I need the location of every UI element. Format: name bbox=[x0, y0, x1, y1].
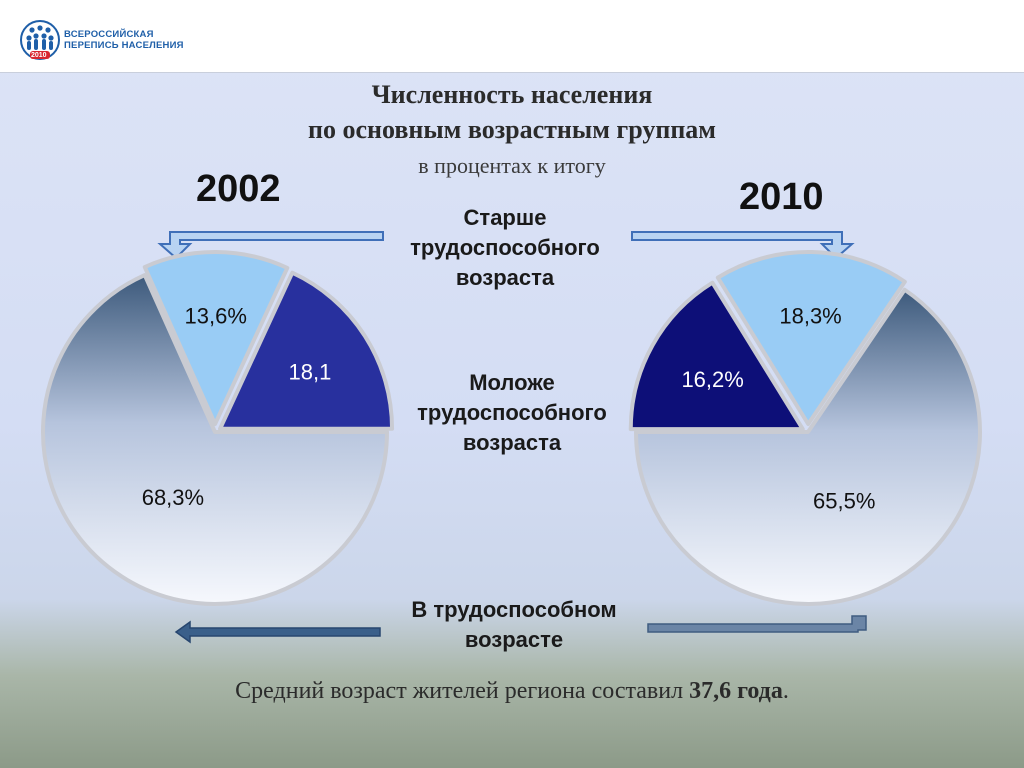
pie-slice bbox=[628, 280, 805, 432]
chart-subtitle: в процентах к итогу bbox=[418, 153, 606, 178]
logo-year: 2010 bbox=[31, 52, 47, 59]
footer-main: Средний возраст жителей региона составил bbox=[235, 678, 690, 704]
logo-line2: ПЕРЕПИСЬ НАСЕЛЕНИЯ bbox=[64, 40, 184, 51]
pie-slice bbox=[41, 273, 389, 606]
category-working-label: В трудоспособном возрасте bbox=[380, 595, 648, 655]
year-2002-label: 2002 bbox=[196, 168, 281, 210]
category-younger-label: Моложе трудоспособного возраста bbox=[387, 368, 637, 458]
footer-bold: 37,6 года bbox=[689, 678, 783, 704]
pie-slice bbox=[218, 270, 395, 431]
pie-slice bbox=[715, 250, 907, 427]
chart-title-line2: по основным возрастным группам bbox=[307, 115, 717, 144]
logo-text: ВСЕРОССИЙСКАЯ ПЕРЕПИСЬ НАСЕЛЕНИЯ bbox=[64, 29, 184, 51]
younger-line2: трудоспособного bbox=[417, 400, 607, 425]
younger-line3: возраста bbox=[462, 430, 562, 455]
pie-data-label: 68,3% bbox=[142, 485, 204, 510]
pie-data-label: 13,6% bbox=[185, 304, 247, 329]
pie-data-label: 18,3% bbox=[779, 304, 841, 329]
pie-data-label: 65,5% bbox=[813, 488, 875, 513]
header-bar: ВСЕРОССИЙСКАЯ ПЕРЕПИСЬ НАСЕЛЕНИЯ 2010 bbox=[0, 0, 1024, 73]
pie-slice bbox=[634, 287, 982, 606]
chart-title-line1: Численность населения bbox=[371, 80, 653, 109]
pie-2002: 18,1 13,6% 68,3% bbox=[41, 250, 395, 606]
category-older-label: Старше трудоспособного возраста bbox=[380, 203, 630, 293]
working-line2: возрасте bbox=[464, 627, 564, 652]
arrow-older-2002-icon bbox=[157, 231, 384, 260]
working-line1: В трудоспособном bbox=[411, 597, 617, 622]
pie-2010: 16,2% 18,3% 65,5% bbox=[628, 250, 982, 606]
younger-line1: Моложе bbox=[469, 370, 555, 395]
logo-line1: ВСЕРОССИЙСКАЯ bbox=[64, 29, 154, 40]
pie-data-label: 16,2% bbox=[681, 367, 743, 392]
older-line3: возраста bbox=[455, 265, 555, 290]
older-line2: трудоспособного bbox=[410, 235, 600, 260]
pie-data-label: 18,1 bbox=[289, 359, 332, 384]
footer-text: Средний возраст жителей региона составил… bbox=[0, 678, 1024, 705]
year-2010-label: 2010 bbox=[739, 176, 824, 218]
census-logo-icon bbox=[20, 20, 60, 60]
arrow-working-2002-icon bbox=[174, 620, 381, 644]
pie-slice bbox=[142, 250, 290, 426]
arrow-older-2010-icon bbox=[631, 231, 855, 260]
footer-end: . bbox=[782, 678, 789, 704]
arrow-working-2010-icon bbox=[647, 615, 867, 633]
older-line1: Старше bbox=[463, 205, 547, 230]
